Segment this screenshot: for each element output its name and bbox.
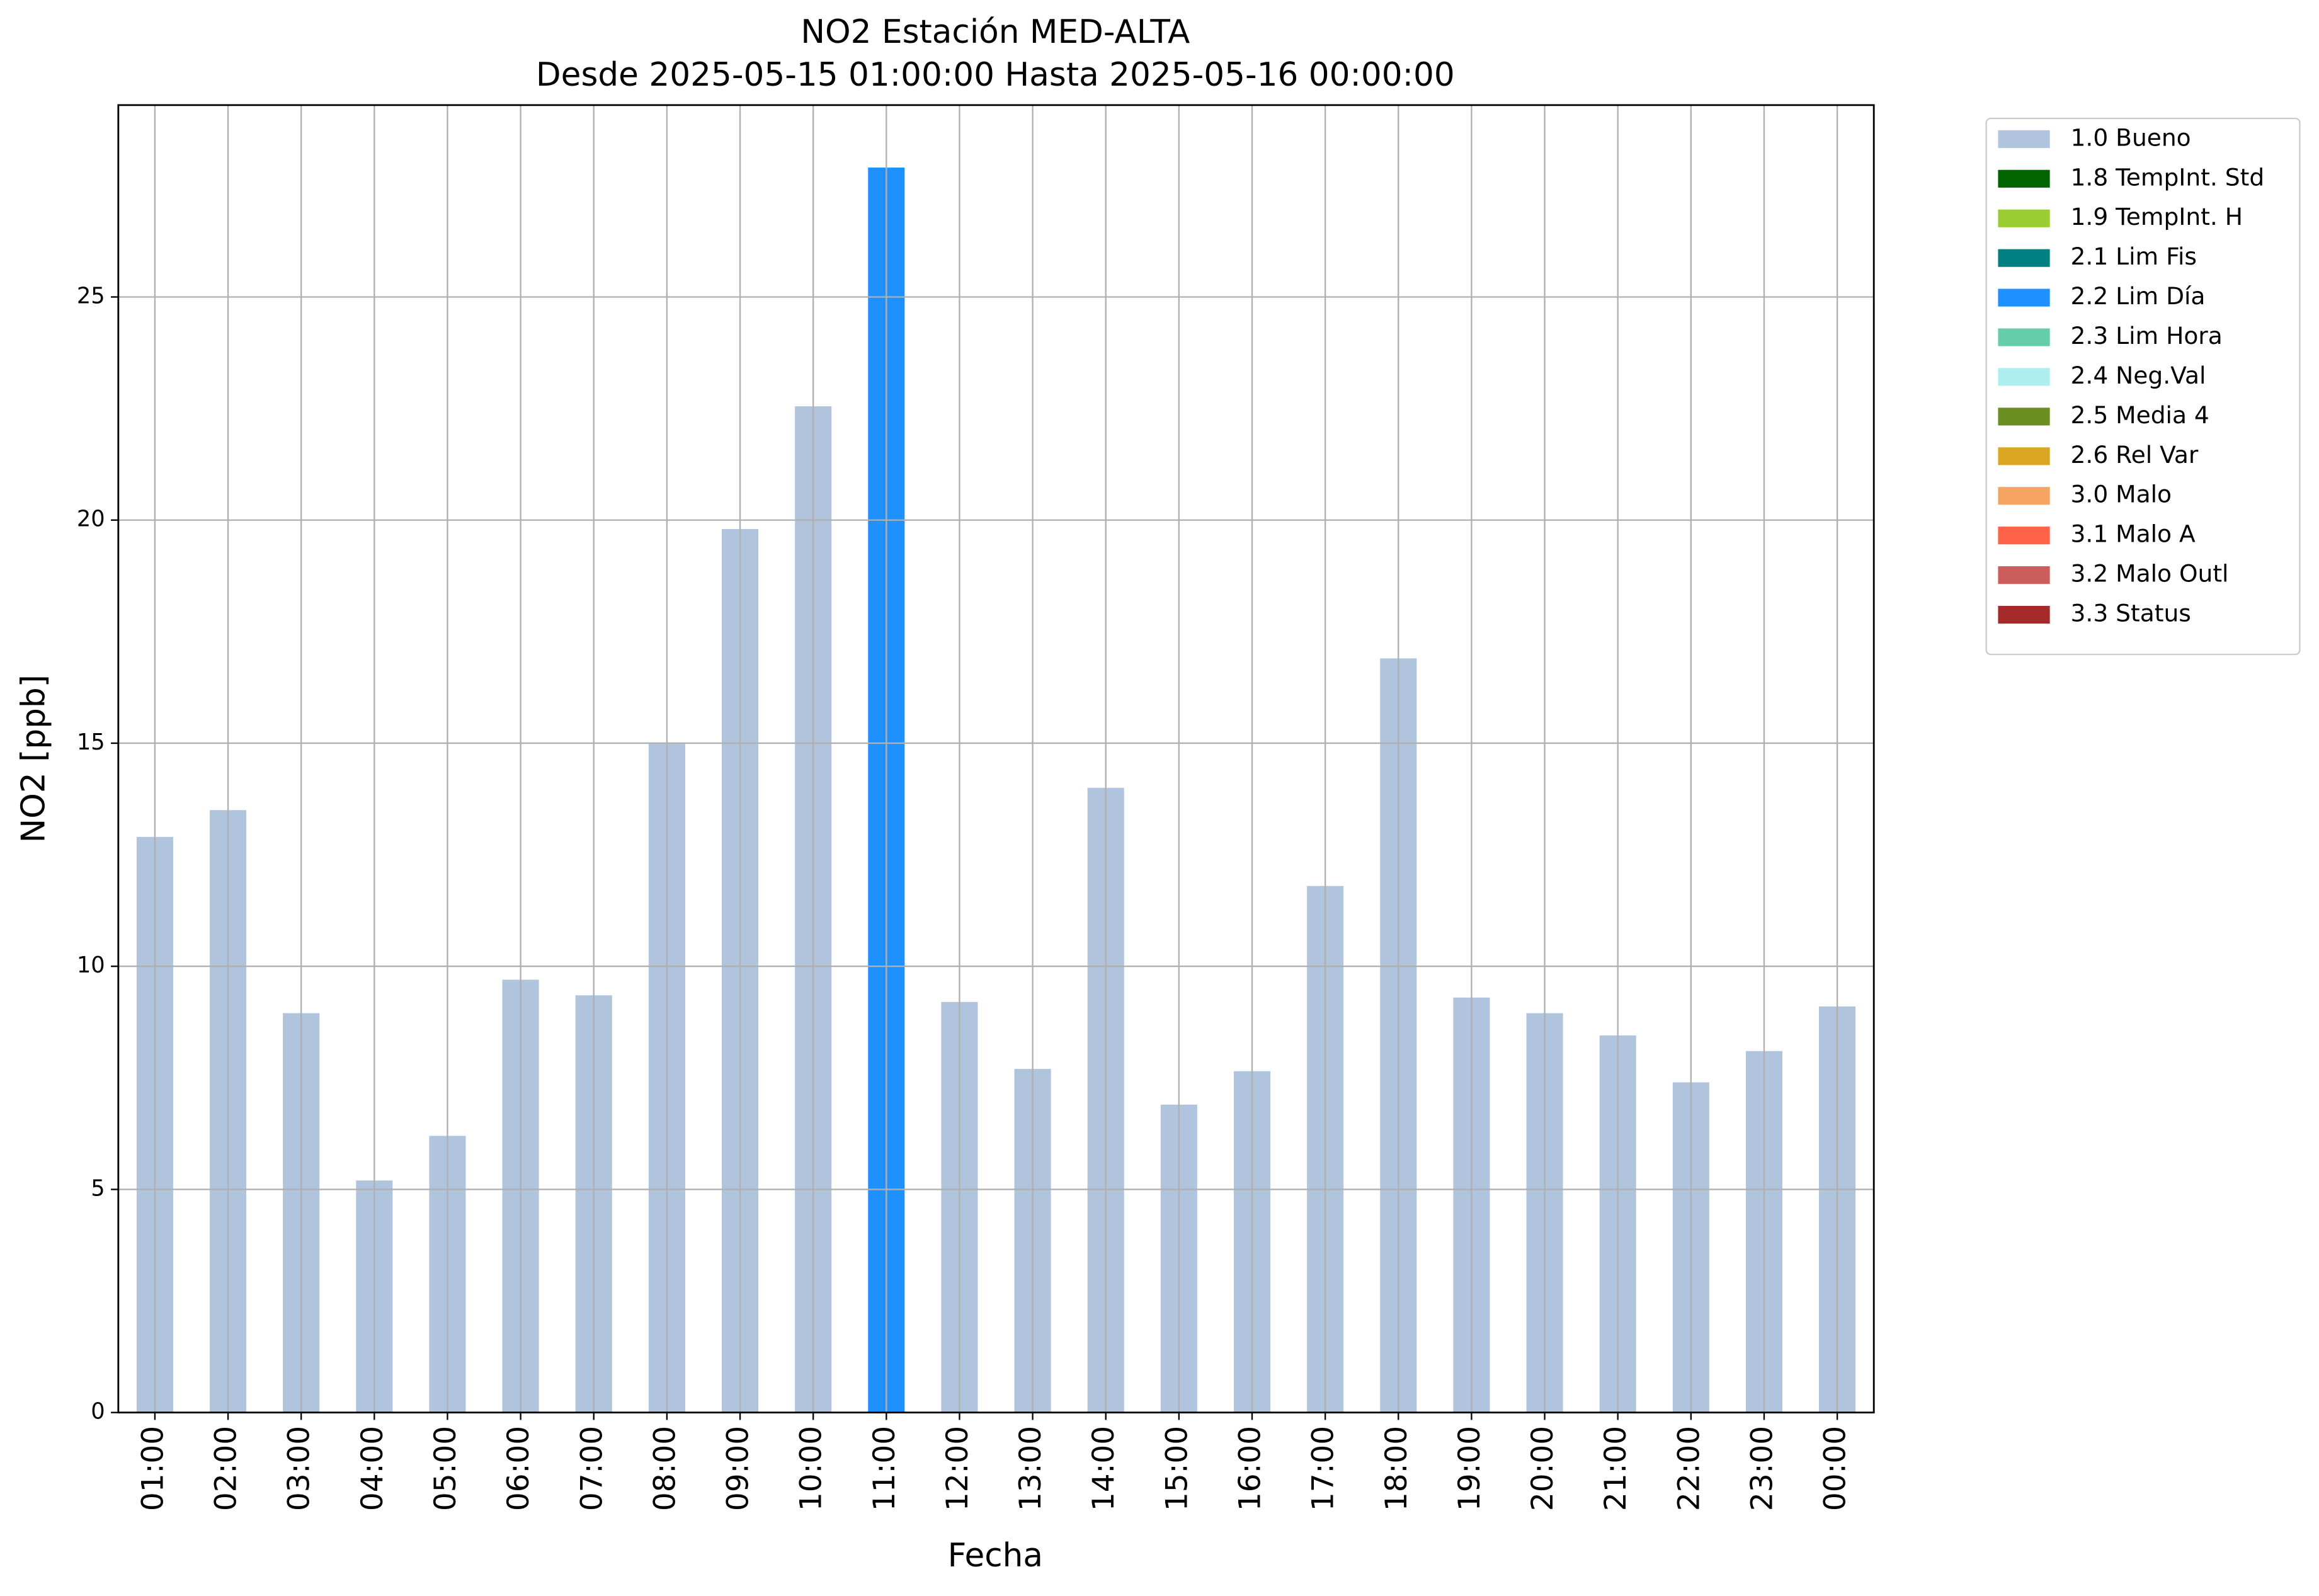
legend-label: 1.8 TempInt. Std xyxy=(2071,163,2265,191)
legend-label: 2.4 Neg.Val xyxy=(2071,362,2206,389)
x-tick-label: 05:00 xyxy=(428,1426,463,1511)
legend-swatch xyxy=(1998,605,2050,624)
y-tick-label: 5 xyxy=(91,1175,105,1201)
y-tick-label: 0 xyxy=(91,1399,105,1425)
legend-swatch xyxy=(1998,328,2050,346)
chart-title: NO2 Estación MED-ALTA xyxy=(801,13,1190,51)
chart-subtitle: Desde 2025-05-15 01:00:00 Hasta 2025-05-… xyxy=(536,56,1455,94)
legend-label: 2.3 Lim Hora xyxy=(2071,322,2223,350)
x-tick-label: 02:00 xyxy=(209,1426,244,1511)
x-axis-label: Fecha xyxy=(948,1537,1043,1575)
x-tick-label: 03:00 xyxy=(282,1426,317,1511)
y-tick-label: 25 xyxy=(77,283,105,309)
x-tick-label: 09:00 xyxy=(721,1426,756,1511)
x-tick-label: 19:00 xyxy=(1452,1426,1487,1511)
x-tick-label: 04:00 xyxy=(355,1426,390,1511)
x-tick-label: 22:00 xyxy=(1672,1426,1706,1511)
y-tick-label: 20 xyxy=(77,506,105,532)
x-tick-label: 11:00 xyxy=(867,1426,902,1511)
legend-swatch xyxy=(1998,447,2050,465)
legend-label: 3.2 Malo Outl xyxy=(2071,560,2229,588)
legend-swatch xyxy=(1998,487,2050,505)
legend-swatch xyxy=(1998,169,2050,188)
y-tick-label: 15 xyxy=(77,729,105,755)
plot-frame xyxy=(117,104,1875,1414)
legend-label: 1.0 Bueno xyxy=(2071,123,2191,151)
legend-label: 2.1 Lim Fis xyxy=(2071,242,2197,270)
legend-label: 2.6 Rel Var xyxy=(2071,441,2199,469)
legend-label: 3.3 Status xyxy=(2071,600,2191,627)
legend-swatch xyxy=(1998,288,2050,307)
x-tick-label: 06:00 xyxy=(501,1426,536,1511)
x-tick-label: 13:00 xyxy=(1013,1426,1048,1511)
legend-label: 2.2 Lim Día xyxy=(2071,282,2206,310)
y-axis-label: NO2 [ppb] xyxy=(14,675,52,843)
x-tick-label: 14:00 xyxy=(1086,1426,1121,1511)
legend-swatch xyxy=(1998,130,2050,148)
legend-label: 3.1 Malo A xyxy=(2071,520,2196,548)
x-tick-label: 16:00 xyxy=(1233,1426,1268,1511)
y-tick-label: 10 xyxy=(77,952,105,978)
x-tick-label: 17:00 xyxy=(1306,1426,1341,1511)
legend-box xyxy=(1985,117,2301,656)
x-tick-label: 23:00 xyxy=(1745,1426,1779,1511)
x-tick-label: 00:00 xyxy=(1818,1426,1853,1511)
legend-swatch xyxy=(1998,566,2050,584)
legend-swatch xyxy=(1998,527,2050,545)
x-tick-label: 21:00 xyxy=(1598,1426,1633,1511)
legend-label: 1.9 TempInt. H xyxy=(2071,203,2243,231)
x-tick-label: 07:00 xyxy=(574,1426,609,1511)
x-tick-label: 18:00 xyxy=(1379,1426,1414,1511)
x-tick-label: 01:00 xyxy=(135,1426,170,1511)
legend-label: 2.5 Media 4 xyxy=(2071,401,2209,429)
x-tick-label: 15:00 xyxy=(1160,1426,1194,1511)
x-tick-label: 20:00 xyxy=(1525,1426,1560,1511)
legend-swatch xyxy=(1998,249,2050,267)
legend-swatch xyxy=(1998,368,2050,386)
x-tick-label: 08:00 xyxy=(647,1426,682,1511)
x-tick-label: 12:00 xyxy=(940,1426,975,1511)
legend-swatch xyxy=(1998,209,2050,227)
legend-swatch xyxy=(1998,408,2050,426)
x-tick-label: 10:00 xyxy=(794,1426,829,1511)
legend-label: 3.0 Malo xyxy=(2071,481,2172,508)
